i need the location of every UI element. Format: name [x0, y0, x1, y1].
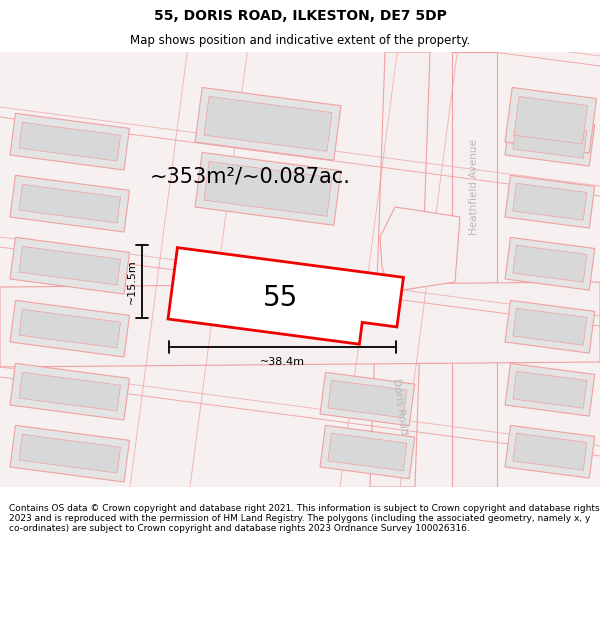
Polygon shape: [505, 238, 595, 290]
Polygon shape: [513, 371, 587, 408]
Polygon shape: [19, 309, 121, 348]
Polygon shape: [204, 96, 332, 151]
Polygon shape: [505, 301, 595, 353]
Polygon shape: [10, 426, 130, 482]
Polygon shape: [10, 301, 130, 357]
Polygon shape: [513, 121, 587, 158]
Polygon shape: [505, 176, 595, 228]
Polygon shape: [514, 96, 587, 144]
Polygon shape: [10, 363, 130, 420]
Polygon shape: [320, 426, 415, 479]
Polygon shape: [505, 426, 595, 478]
Text: Map shows position and indicative extent of the property.: Map shows position and indicative extent…: [130, 34, 470, 47]
Polygon shape: [10, 176, 130, 232]
Polygon shape: [168, 248, 403, 344]
Text: Heathfield Avenue: Heathfield Avenue: [469, 139, 479, 235]
Text: 55, DORIS ROAD, ILKESTON, DE7 5DP: 55, DORIS ROAD, ILKESTON, DE7 5DP: [154, 9, 446, 22]
Polygon shape: [19, 122, 121, 161]
Polygon shape: [513, 183, 587, 220]
Text: 55: 55: [263, 284, 298, 312]
Text: ~353m²/~0.087ac.: ~353m²/~0.087ac.: [149, 167, 350, 187]
Polygon shape: [0, 282, 600, 367]
Polygon shape: [505, 88, 596, 153]
Polygon shape: [10, 238, 130, 294]
Polygon shape: [19, 184, 121, 223]
Polygon shape: [10, 113, 130, 170]
Polygon shape: [19, 246, 121, 285]
Polygon shape: [505, 363, 595, 416]
Polygon shape: [513, 433, 587, 470]
Polygon shape: [204, 161, 332, 216]
Text: ~15.5m: ~15.5m: [127, 259, 137, 304]
Text: ~38.4m: ~38.4m: [260, 357, 305, 367]
Polygon shape: [505, 113, 595, 166]
Polygon shape: [195, 88, 341, 160]
Polygon shape: [19, 434, 121, 473]
Polygon shape: [513, 245, 587, 282]
Polygon shape: [380, 207, 460, 292]
Polygon shape: [328, 380, 407, 418]
Polygon shape: [320, 372, 415, 426]
Polygon shape: [452, 52, 497, 487]
Text: Doris Road: Doris Road: [391, 378, 409, 436]
Polygon shape: [19, 372, 121, 411]
Polygon shape: [513, 308, 587, 345]
Polygon shape: [195, 152, 341, 225]
Polygon shape: [328, 433, 407, 471]
Polygon shape: [370, 52, 430, 487]
Text: Contains OS data © Crown copyright and database right 2021. This information is : Contains OS data © Crown copyright and d…: [9, 504, 599, 533]
